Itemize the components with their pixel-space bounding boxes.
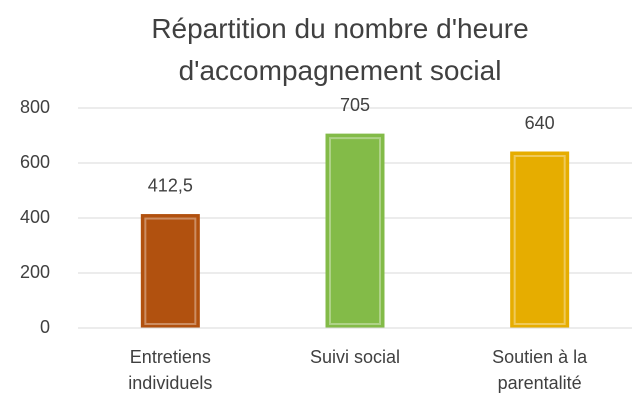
x-tick-label: Entretiens individuels — [128, 347, 213, 393]
y-tick-label: 0 — [40, 317, 50, 337]
y-tick-label: 600 — [20, 152, 50, 172]
bar — [140, 214, 200, 329]
y-tick-label: 800 — [20, 97, 50, 117]
y-tick-label: 200 — [20, 262, 50, 282]
bar-bevel — [329, 137, 381, 325]
data-label: 705 — [340, 95, 370, 115]
bar-bevel — [513, 155, 566, 325]
x-tick-label: Soutien à la parentalité — [492, 347, 588, 393]
data-label: 640 — [525, 113, 555, 133]
chart-title: Répartition du nombre d'heure d'accompag… — [151, 13, 529, 86]
x-tick-label: Suivi social — [309, 347, 401, 367]
bar — [325, 133, 385, 329]
data-label: 412,5 — [148, 175, 193, 195]
bar — [510, 151, 570, 329]
bar-bevel — [144, 217, 197, 325]
y-tick-label: 400 — [20, 207, 50, 227]
